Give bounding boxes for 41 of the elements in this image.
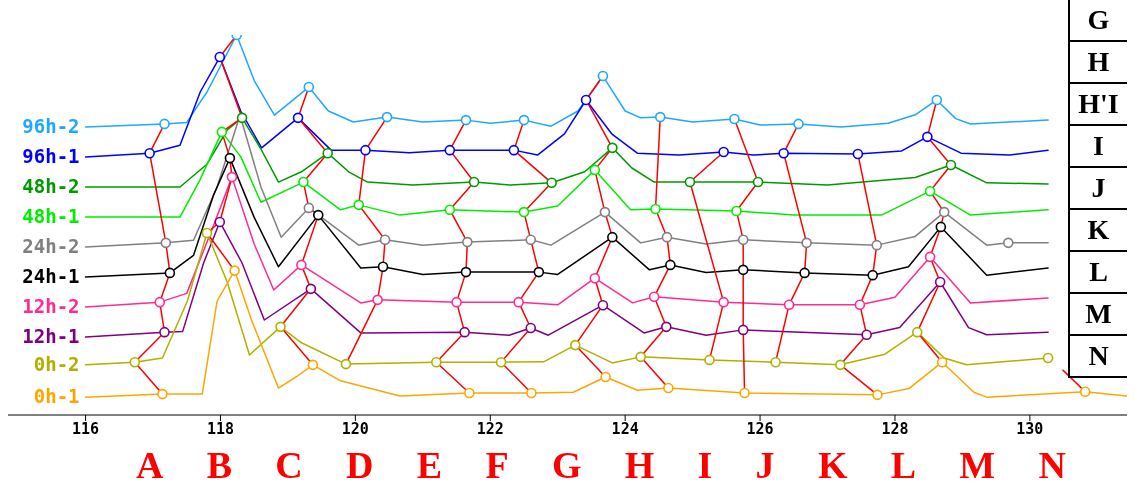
series-label: 96h-1 [22, 144, 80, 167]
series-label: 12h-2 [22, 295, 80, 318]
text: G [551, 444, 582, 486]
x-tick-label: 116 [72, 419, 100, 438]
series-label: 96h-2 [22, 114, 80, 137]
text: C [275, 444, 303, 486]
text: N [1038, 444, 1066, 486]
annotation: I [1068, 126, 1127, 168]
series-label: 12h-1 [22, 325, 80, 348]
x-tick-label: 128 [881, 419, 909, 438]
series-label: 48h-2 [22, 175, 80, 197]
x-tick-label: 120 [341, 419, 369, 438]
x-tick-label: 126 [746, 419, 774, 438]
x-tick-label: 130 [1016, 419, 1044, 438]
annotation: M [1068, 294, 1127, 336]
annotation: H'I [1068, 84, 1127, 126]
text: A [136, 444, 164, 486]
annotation: J [1068, 168, 1127, 210]
text: E [416, 444, 443, 486]
text: H [624, 444, 655, 486]
text: L [890, 444, 917, 486]
series-label: 0h-1 [33, 385, 80, 408]
x-tick-label: 122 [476, 419, 504, 438]
series-label: 24h-2 [22, 235, 80, 258]
series-label: 0h-2 [33, 352, 80, 375]
annotation: L [1068, 252, 1127, 294]
text: B [206, 444, 233, 486]
text: I [697, 444, 713, 486]
annotation: K [1068, 210, 1127, 252]
annotation: H [1068, 42, 1127, 84]
annotation: N [1068, 336, 1127, 378]
text: D [346, 444, 374, 486]
text: F [485, 444, 509, 486]
series-label: 48h-1 [22, 205, 80, 228]
series-label: 24h-1 [22, 265, 80, 288]
x-tick-label: 118 [206, 419, 235, 438]
x-tick-label: 124 [611, 419, 639, 438]
text: J [755, 444, 775, 486]
text: K [817, 444, 848, 486]
annotation: G [1068, 0, 1127, 42]
text: M [959, 444, 996, 486]
